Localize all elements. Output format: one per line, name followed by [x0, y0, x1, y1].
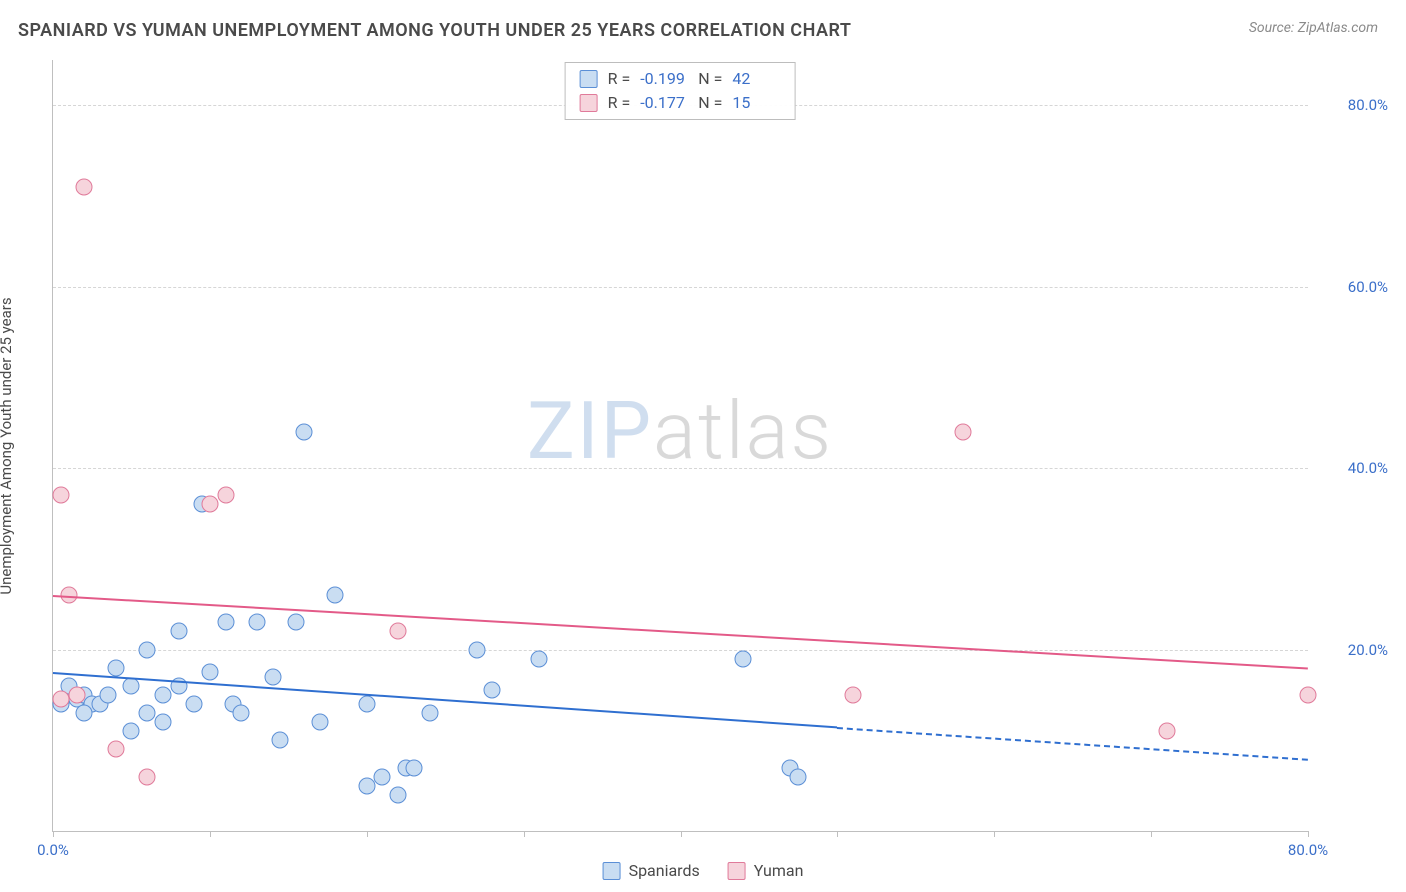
trend-line: [53, 595, 1308, 670]
data-point: [154, 686, 171, 703]
x-tick: [1308, 831, 1309, 837]
n-value: 15: [732, 91, 780, 115]
data-point: [217, 487, 234, 504]
n-value: 42: [732, 67, 780, 91]
data-point: [531, 650, 548, 667]
gridline: [53, 287, 1308, 288]
y-axis-label: Unemployment Among Youth under 25 years: [0, 297, 15, 594]
legend-swatch: [580, 94, 598, 112]
data-point: [327, 587, 344, 604]
y-tick-label: 40.0%: [1318, 459, 1388, 477]
data-point: [76, 178, 93, 195]
n-label: N =: [698, 91, 722, 115]
stats-row: R = -0.199 N = 42: [580, 67, 781, 91]
data-point: [374, 768, 391, 785]
data-point: [405, 759, 422, 776]
data-point: [139, 705, 156, 722]
data-point: [186, 696, 203, 713]
data-point: [68, 686, 85, 703]
data-point: [1158, 723, 1175, 740]
x-tick: [681, 831, 682, 837]
data-point: [154, 714, 171, 731]
data-point: [311, 714, 328, 731]
data-point: [468, 641, 485, 658]
data-point: [139, 641, 156, 658]
data-point: [201, 496, 218, 513]
data-point: [358, 777, 375, 794]
legend-swatch: [603, 862, 621, 880]
trend-line: [837, 727, 1308, 761]
source-attribution: Source: ZipAtlas.com: [1249, 20, 1378, 36]
legend: Spaniards Yuman: [603, 861, 804, 880]
data-point: [233, 705, 250, 722]
data-point: [296, 423, 313, 440]
x-tick: [994, 831, 995, 837]
stats-box: R = -0.199 N = 42 R = -0.177 N = 15: [565, 62, 796, 120]
gridline: [53, 650, 1308, 651]
data-point: [52, 691, 69, 708]
legend-item: Yuman: [728, 861, 804, 880]
legend-label: Yuman: [754, 861, 804, 880]
x-tick: [53, 831, 54, 837]
data-point: [217, 614, 234, 631]
data-point: [107, 741, 124, 758]
legend-swatch: [728, 862, 746, 880]
data-point: [99, 686, 116, 703]
data-point: [139, 768, 156, 785]
x-tick: [837, 831, 838, 837]
data-point: [484, 682, 501, 699]
data-point: [107, 659, 124, 676]
data-point: [735, 650, 752, 667]
data-point: [358, 696, 375, 713]
x-tick: [210, 831, 211, 837]
data-point: [1300, 686, 1317, 703]
x-tick: [1151, 831, 1152, 837]
data-point: [272, 732, 289, 749]
y-tick-label: 60.0%: [1318, 278, 1388, 296]
legend-swatch: [580, 70, 598, 88]
n-label: N =: [698, 67, 722, 91]
data-point: [201, 664, 218, 681]
legend-label: Spaniards: [629, 861, 700, 880]
y-tick-label: 20.0%: [1318, 641, 1388, 659]
data-point: [790, 768, 807, 785]
data-point: [390, 786, 407, 803]
r-label: R =: [608, 91, 631, 115]
data-point: [170, 623, 187, 640]
data-point: [264, 668, 281, 685]
data-point: [52, 487, 69, 504]
data-point: [76, 705, 93, 722]
r-label: R =: [608, 67, 631, 91]
y-tick-label: 80.0%: [1318, 96, 1388, 114]
data-point: [248, 614, 265, 631]
plot-area: 20.0%40.0%60.0%80.0%0.0%80.0% ZIPatlas R…: [52, 60, 1308, 832]
x-tick: [524, 831, 525, 837]
legend-item: Spaniards: [603, 861, 700, 880]
gridline: [53, 468, 1308, 469]
x-tick: [367, 831, 368, 837]
data-point: [288, 614, 305, 631]
chart-title: SPANIARD VS YUMAN UNEMPLOYMENT AMONG YOU…: [18, 20, 851, 41]
data-point: [845, 686, 862, 703]
r-value: -0.177: [640, 91, 688, 115]
r-value: -0.199: [640, 67, 688, 91]
x-tick-label: 0.0%: [37, 841, 69, 859]
data-point: [390, 623, 407, 640]
data-point: [954, 423, 971, 440]
data-point: [421, 705, 438, 722]
x-tick-label: 80.0%: [1288, 841, 1328, 859]
data-point: [123, 723, 140, 740]
stats-row: R = -0.177 N = 15: [580, 91, 781, 115]
